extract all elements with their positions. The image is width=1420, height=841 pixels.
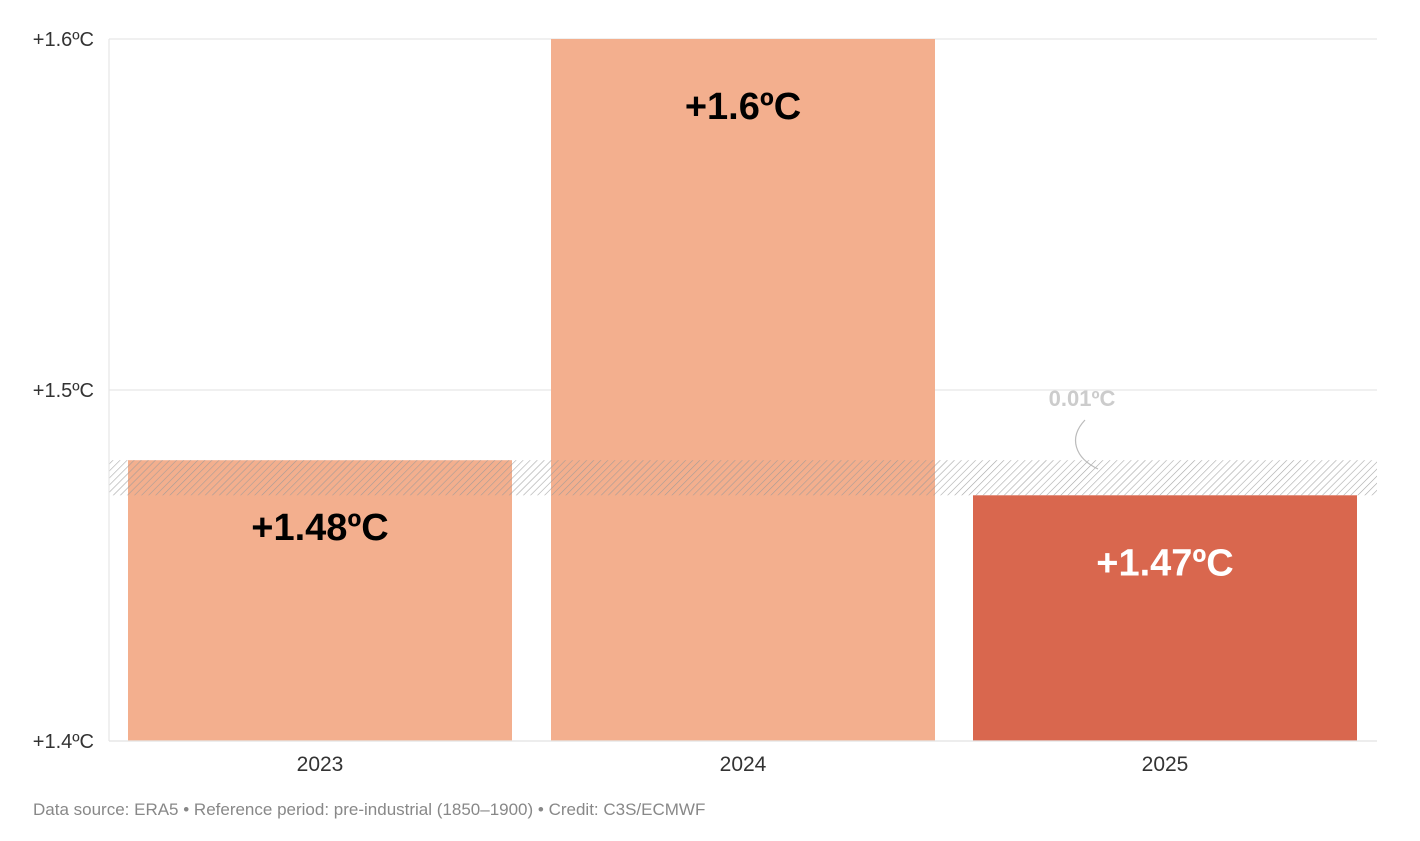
bar-2025	[973, 495, 1357, 741]
y-tick-label: +1.5ºC	[33, 380, 94, 402]
difference-band	[109, 460, 1377, 496]
difference-label: 0.01ºC	[1049, 386, 1116, 411]
x-tick-label: 2023	[297, 753, 344, 776]
value-label-2023: +1.48ºC	[251, 507, 388, 549]
value-label-2024: +1.6ºC	[685, 86, 801, 128]
x-tick-label: 2024	[720, 753, 767, 776]
bar-2024	[551, 39, 935, 741]
y-tick-label: +1.4ºC	[33, 731, 94, 753]
x-tick-label: 2025	[1142, 753, 1189, 776]
bar-2023	[128, 460, 512, 741]
value-label-2025: +1.47ºC	[1096, 542, 1233, 584]
y-tick-label: +1.6ºC	[33, 29, 94, 51]
source-credit: Data source: ERA5 • Reference period: pr…	[33, 800, 706, 819]
difference-leader-line	[1075, 419, 1099, 470]
